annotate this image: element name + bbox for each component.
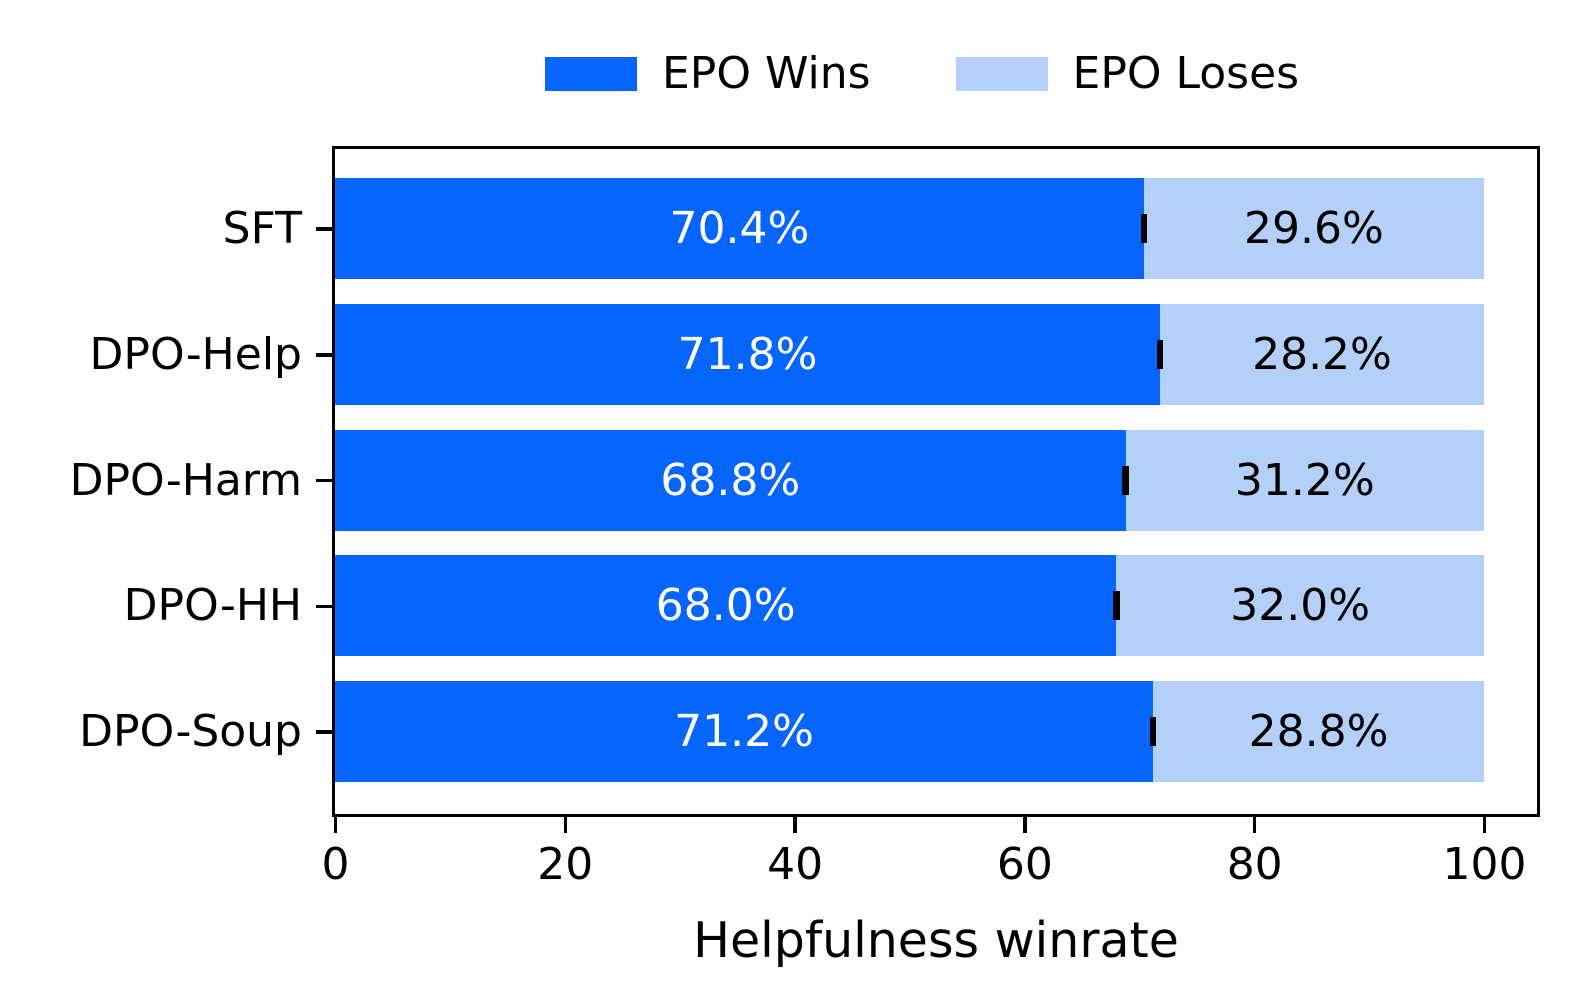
- legend-item-loses: EPO Loses: [955, 48, 1300, 99]
- bar-value-label-loses: 28.2%: [1252, 328, 1392, 380]
- y-tick-mark: [316, 604, 332, 608]
- x-tick-mark: [1023, 817, 1027, 833]
- y-category-label: DPO-HH: [123, 580, 302, 632]
- error-bar: [1122, 465, 1129, 495]
- bar-segment-wins: [335, 178, 1144, 279]
- x-tick-mark: [1482, 817, 1487, 833]
- bar-value-label-loses: 28.8%: [1248, 706, 1389, 757]
- bar-segment-loses: [1143, 178, 1484, 279]
- bar-value-label-wins: 68.8%: [660, 454, 801, 506]
- legend-swatch-icon: [955, 57, 1048, 91]
- x-tick-mark: [793, 817, 797, 833]
- bar-segment-loses: [1153, 681, 1484, 782]
- y-tick-mark: [316, 353, 332, 357]
- x-tick-label: 60: [996, 839, 1053, 890]
- legend-label: EPO Wins: [662, 48, 871, 99]
- x-tick-label: 20: [537, 839, 594, 890]
- x-axis-label: Helpfulness winrate: [693, 912, 1179, 969]
- y-category-label: DPO-Soup: [79, 706, 302, 757]
- x-tick-mark: [563, 817, 568, 833]
- bar-value-label-loses: 31.2%: [1234, 454, 1375, 506]
- bar-segment-wins: [335, 303, 1160, 405]
- x-tick-label: 40: [767, 839, 824, 890]
- legend-item-wins: EPO Wins: [545, 52, 871, 96]
- bar-segment-loses: [1116, 555, 1484, 657]
- bar-segment-wins: [335, 681, 1154, 782]
- chart-legend: EPO Wins EPO Loses: [545, 52, 1299, 96]
- x-tick-mark: [333, 817, 338, 833]
- bar-value-label-loses: 32.0%: [1230, 580, 1371, 632]
- bar-segment-loses: [1125, 429, 1484, 531]
- bar-value-label-wins: 68.0%: [655, 580, 796, 632]
- x-tick-label: 0: [321, 839, 350, 890]
- bar-value-label-wins: 71.2%: [674, 706, 814, 757]
- x-tick-label: 80: [1226, 839, 1283, 890]
- y-tick-mark: [316, 227, 332, 231]
- error-bar: [1113, 591, 1120, 621]
- legend-swatch-icon: [545, 57, 637, 91]
- error-bar: [1156, 339, 1164, 369]
- y-category-label: DPO-Help: [89, 328, 302, 380]
- y-tick-mark: [316, 478, 332, 483]
- y-tick-mark: [316, 730, 332, 734]
- x-tick-label: 100: [1442, 839, 1527, 890]
- bar-value-label-loses: 29.6%: [1244, 203, 1384, 254]
- y-category-label: SFT: [222, 203, 302, 254]
- x-tick-mark: [1252, 817, 1257, 833]
- bar-segment-wins: [335, 429, 1126, 531]
- bar-segment-wins: [335, 555, 1117, 657]
- plot-area: 70.4% 29.6% 71.8% 28.2% 68.8% 31.2% 68.0% 32.0%…: [332, 146, 1540, 817]
- bar-value-label-wins: 70.4%: [669, 203, 810, 254]
- error-bar: [1140, 214, 1148, 243]
- bar-segment-loses: [1159, 303, 1484, 405]
- legend-label: EPO Loses: [1072, 48, 1300, 99]
- error-bar: [1149, 717, 1157, 746]
- y-category-label: DPO-Harm: [69, 454, 302, 506]
- bar-value-label-wins: 71.8%: [677, 328, 818, 380]
